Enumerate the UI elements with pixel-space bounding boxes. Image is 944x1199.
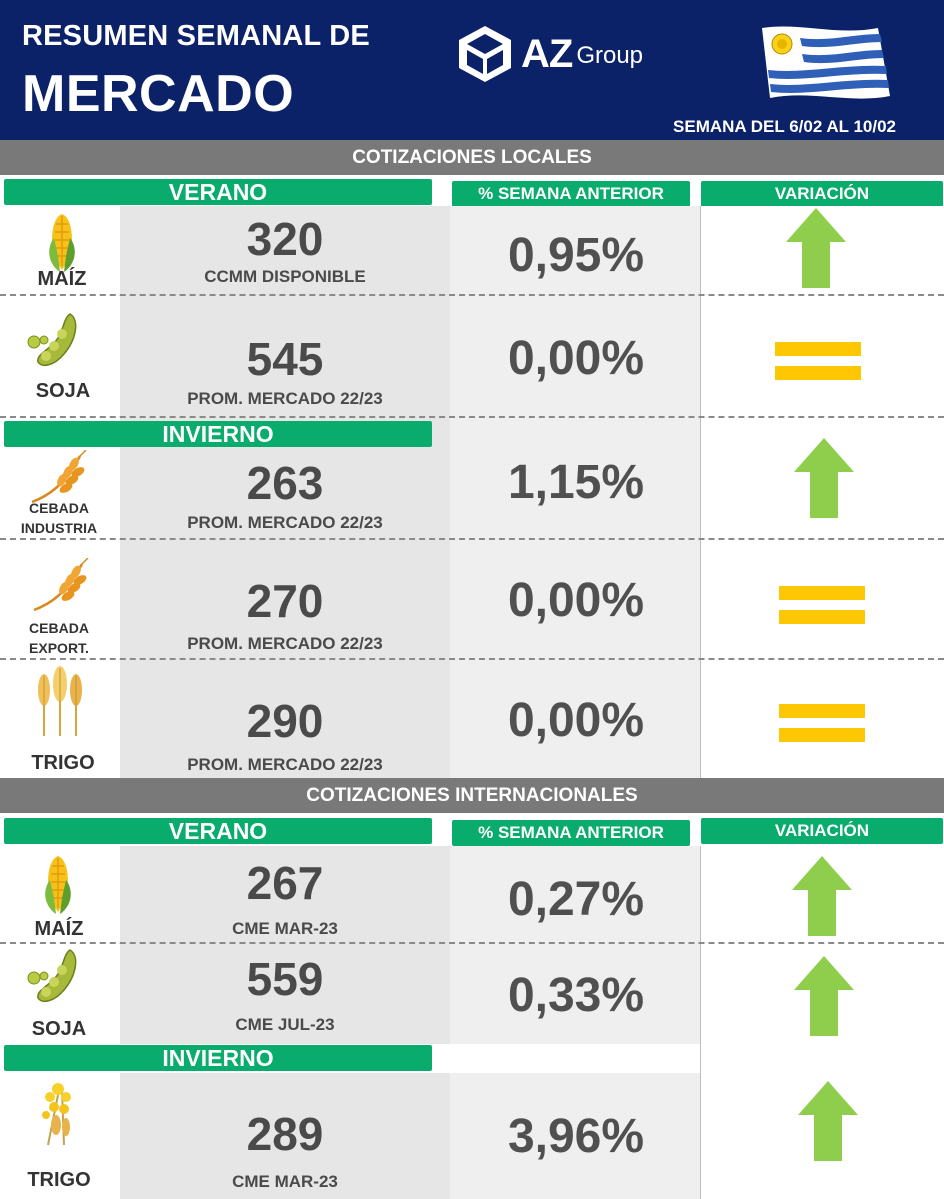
equal-icon <box>779 704 865 742</box>
local-section-title: COTIZACIONES LOCALES <box>0 140 944 175</box>
local-winter-label: INVIERNO <box>4 421 432 447</box>
soybean-icon <box>27 949 77 1003</box>
intl-pct-header: % SEMANA ANTERIOR <box>452 820 690 846</box>
crop-name: TRIGO <box>27 1169 91 1191</box>
corn-icon <box>44 855 72 915</box>
price-reference: CME MAR-23 <box>232 1172 338 1191</box>
uruguay-flag-icon <box>762 26 890 99</box>
arrow-up-icon <box>798 1081 858 1161</box>
table-row: MAÍZ 267 CME MAR-23 0,27% <box>0 846 944 944</box>
price-reference: PROM. MERCADO 22/23 <box>187 634 383 653</box>
pct-change: 0,00% <box>507 574 645 627</box>
price-value: 559 <box>246 953 324 1005</box>
pct-change: 3,96% <box>507 1110 645 1163</box>
price-reference: CCMM DISPONIBLE <box>204 267 366 286</box>
pct-change: 0,00% <box>507 694 645 747</box>
crop-name: MAÍZ <box>34 918 84 940</box>
crop-name: CEBADA INDUSTRIA <box>20 500 98 536</box>
crop-name: TRIGO <box>31 752 95 774</box>
intl-winter-label: INVIERNO <box>4 1045 432 1071</box>
local-summer-label: VERANO <box>4 179 432 205</box>
price-value: 270 <box>246 575 324 627</box>
price-value: 263 <box>246 457 324 509</box>
equal-icon <box>775 342 861 380</box>
pct-change: 0,33% <box>507 969 645 1022</box>
local-pct-header: % SEMANA ANTERIOR <box>452 181 690 207</box>
crop-name: SOJA <box>31 1018 87 1040</box>
table-row: SOJA 559 CME JUL-23 0,33% <box>0 944 944 1044</box>
table-row: CEBADA EXPORT. 270 PROM. MERCADO 22/23 0… <box>0 540 944 660</box>
crop-name: SOJA <box>35 380 91 402</box>
corn-icon <box>48 213 76 273</box>
price-reference: PROM. MERCADO 22/23 <box>187 755 383 774</box>
barley-icon <box>32 558 90 612</box>
intl-variation-header: VARIACIÓN <box>701 818 943 844</box>
table-row: MAÍZ 320 CCMM DISPONIBLE 0,95% <box>0 206 944 296</box>
crop-name: CEBADA EXPORT. <box>29 620 89 656</box>
wheat-icon <box>37 666 83 737</box>
soybean-icon <box>27 313 77 367</box>
international-section-title: COTIZACIONES INTERNACIONALES <box>0 778 944 813</box>
pct-change: 1,15% <box>507 456 645 509</box>
arrow-up-icon <box>794 438 854 518</box>
local-variation-header: VARIACIÓN <box>701 181 943 207</box>
price-value: 267 <box>246 857 324 909</box>
week-label: SEMANA DEL 6/02 AL 10/02 <box>673 117 896 136</box>
logo-az: AZ <box>521 31 573 76</box>
table-row: SOJA 545 PROM. MERCADO 22/23 0,00% <box>0 296 944 418</box>
price-reference: CME JUL-23 <box>235 1015 335 1034</box>
az-group-logo: AZ Group <box>455 24 643 84</box>
wheat-flower-icon <box>41 1082 72 1146</box>
arrow-up-icon <box>794 956 854 1036</box>
arrow-up-icon <box>786 208 846 288</box>
crop-name: MAÍZ <box>37 268 87 290</box>
title-line1: RESUMEN SEMANAL DE <box>22 20 370 52</box>
equal-icon <box>779 586 865 624</box>
arrow-up-icon <box>792 856 852 936</box>
pct-change: 0,27% <box>507 873 645 926</box>
table-row: TRIGO 289 CME MAR-23 3,96% <box>0 1043 944 1199</box>
pct-change: 0,95% <box>507 229 645 282</box>
price-value: 290 <box>246 695 324 747</box>
intl-summer-label: VERANO <box>4 818 432 844</box>
price-reference: PROM. MERCADO 22/23 <box>187 389 383 408</box>
cube-logo-icon <box>459 26 511 82</box>
price-value: 320 <box>246 213 324 265</box>
report-header: RESUMEN SEMANAL DE MERCADO AZ Group SEMA… <box>0 0 944 140</box>
pct-change: 0,00% <box>507 332 645 385</box>
price-reference: CME MAR-23 <box>232 919 338 938</box>
table-row: TRIGO 290 PROM. MERCADO 22/23 0,00% <box>0 660 944 778</box>
price-value: 289 <box>246 1108 324 1160</box>
title-line2: MERCADO <box>22 65 295 123</box>
price-reference: PROM. MERCADO 22/23 <box>187 513 383 532</box>
logo-group: Group <box>576 42 644 69</box>
price-value: 545 <box>246 333 324 385</box>
